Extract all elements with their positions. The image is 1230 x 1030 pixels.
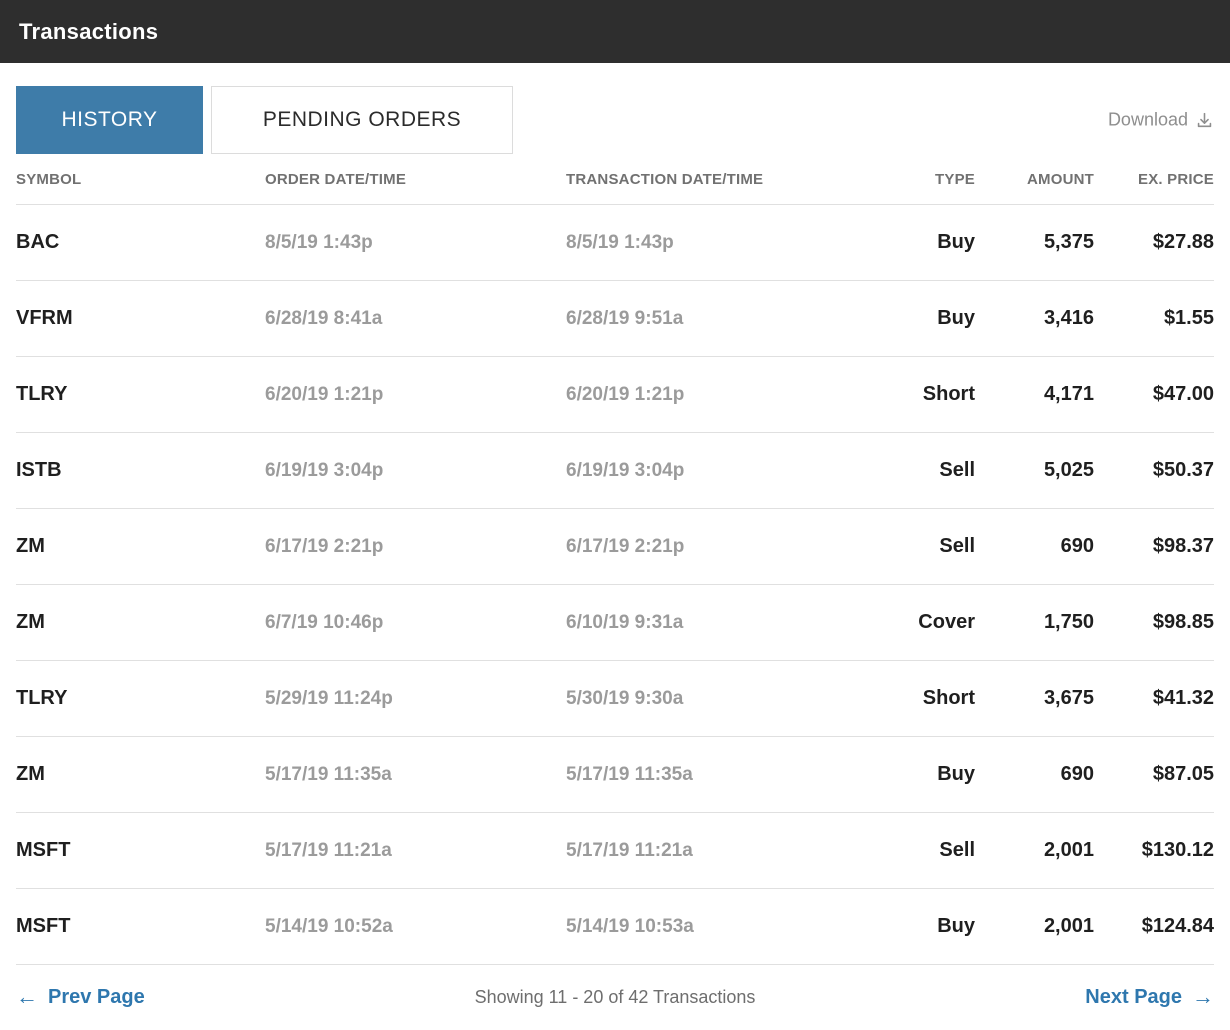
table-row[interactable]: ZM 6/7/19 10:46p 6/10/19 9:31a Cover 1,7… [16,585,1214,661]
order-date-cell: 6/28/19 8:41a [265,307,383,329]
order-date-cell: 6/17/19 2:21p [265,535,384,557]
table-header-row: SYMBOL ORDER DATE/TIME TRANSACTION DATE/… [16,154,1214,205]
symbol-cell: TLRY [16,383,68,405]
column-header-amount: AMOUNT [1026,170,1094,188]
type-cell: Sell [939,459,975,481]
prev-page-label: Prev Page [48,985,145,1008]
symbol-cell: MSFT [16,915,71,937]
order-date-cell: 5/14/19 10:52a [265,915,393,937]
price-cell: $50.37 [1152,459,1214,481]
amount-cell: 5,375 [1043,231,1094,253]
app-header-bar: Transactions [0,0,1230,63]
type-cell: Cover [918,611,975,633]
tabs-row: HISTORY PENDING ORDERS Download [16,86,1214,154]
symbol-cell: MSFT [16,839,71,861]
transaction-date-cell: 6/10/19 9:31a [566,611,684,633]
transaction-date-cell: 5/17/19 11:21a [566,839,693,861]
table-row[interactable]: TLRY 5/29/19 11:24p 5/30/19 9:30a Short … [16,661,1214,737]
transaction-date-cell: 8/5/19 1:43p [566,231,674,253]
column-header-ex-price: EX. PRICE [1138,170,1214,188]
type-cell: Buy [937,915,975,937]
column-header-order-date: ORDER DATE/TIME [265,170,407,188]
table-row[interactable]: ISTB 6/19/19 3:04p 6/19/19 3:04p Sell 5,… [16,433,1214,509]
price-cell: $47.00 [1152,383,1214,405]
transactions-table: SYMBOL ORDER DATE/TIME TRANSACTION DATE/… [16,154,1214,965]
amount-cell: 4,171 [1043,383,1094,405]
column-header-transaction-date: TRANSACTION DATE/TIME [566,170,764,188]
transaction-date-cell: 6/17/19 2:21p [566,535,685,557]
order-date-cell: 6/20/19 1:21p [265,383,384,405]
download-label: Download [1107,109,1188,130]
table-row[interactable]: BAC 8/5/19 1:43p 8/5/19 1:43p Buy 5,375 … [16,205,1214,281]
table-row[interactable]: TLRY 6/20/19 1:21p 6/20/19 1:21p Short 4… [16,357,1214,433]
price-cell: $124.84 [1141,915,1214,937]
transaction-date-cell: 6/20/19 1:21p [566,383,685,405]
column-header-type: TYPE [935,170,975,188]
tab-pending-orders[interactable]: PENDING ORDERS [211,86,513,154]
table-row[interactable]: ZM 6/17/19 2:21p 6/17/19 2:21p Sell 690 … [16,509,1214,585]
type-cell: Buy [937,231,975,253]
transaction-date-cell: 5/14/19 10:53a [566,915,694,937]
type-cell: Buy [937,763,975,785]
amount-cell: 690 [1060,763,1094,785]
download-button[interactable]: Download [1108,110,1214,131]
price-cell: $130.12 [1141,839,1214,861]
amount-cell: 2,001 [1043,915,1094,937]
amount-cell: 2,001 [1043,839,1094,861]
price-cell: $87.05 [1152,763,1214,785]
table-row[interactable]: ZM 5/17/19 11:35a 5/17/19 11:35a Buy 690… [16,737,1214,813]
amount-cell: 690 [1060,535,1094,557]
page-title: Transactions [19,18,159,44]
transaction-date-cell: 6/19/19 3:04p [566,459,685,481]
type-cell: Short [922,687,975,709]
symbol-cell: ISTB [16,459,62,481]
next-page-button[interactable]: Next Page → [1085,984,1214,1010]
order-date-cell: 6/7/19 10:46p [265,611,384,633]
type-cell: Short [922,383,975,405]
price-cell: $27.88 [1152,231,1214,253]
download-icon [1195,111,1214,130]
tab-history[interactable]: HISTORY [16,86,203,154]
amount-cell: 3,416 [1043,307,1094,329]
table-body: BAC 8/5/19 1:43p 8/5/19 1:43p Buy 5,375 … [16,205,1214,965]
next-page-label: Next Page [1085,985,1182,1008]
order-date-cell: 5/17/19 11:21a [265,839,392,861]
transaction-date-cell: 5/30/19 9:30a [566,687,684,709]
pagination-status: Showing 11 - 20 of 42 Transactions [474,986,756,1007]
table-row[interactable]: VFRM 6/28/19 8:41a 6/28/19 9:51a Buy 3,4… [16,281,1214,357]
symbol-cell: VFRM [16,307,73,329]
amount-cell: 1,750 [1043,611,1094,633]
order-date-cell: 8/5/19 1:43p [265,231,373,253]
type-cell: Buy [937,307,975,329]
column-header-symbol: SYMBOL [16,170,82,188]
arrow-right-icon: → [1192,984,1214,1009]
symbol-cell: TLRY [16,687,68,709]
order-date-cell: 6/19/19 3:04p [265,459,384,481]
type-cell: Sell [939,535,975,557]
prev-page-button[interactable]: ← Prev Page [16,984,145,1010]
symbol-cell: ZM [16,763,45,785]
amount-cell: 3,675 [1043,687,1094,709]
symbol-cell: ZM [16,611,45,633]
table-row[interactable]: MSFT 5/17/19 11:21a 5/17/19 11:21a Sell … [16,813,1214,889]
transaction-date-cell: 5/17/19 11:35a [566,763,693,785]
symbol-cell: BAC [16,231,60,253]
pagination-bar: ← Prev Page Showing 11 - 20 of 42 Transa… [16,965,1214,1029]
table-row[interactable]: MSFT 5/14/19 10:52a 5/14/19 10:53a Buy 2… [16,889,1214,965]
symbol-cell: ZM [16,535,45,557]
order-date-cell: 5/29/19 11:24p [265,687,393,709]
amount-cell: 5,025 [1043,459,1094,481]
price-cell: $1.55 [1163,307,1214,329]
price-cell: $41.32 [1152,687,1214,709]
transaction-date-cell: 6/28/19 9:51a [566,307,684,329]
price-cell: $98.37 [1152,535,1214,557]
arrow-left-icon: ← [16,984,38,1009]
order-date-cell: 5/17/19 11:35a [265,763,392,785]
price-cell: $98.85 [1152,611,1214,633]
type-cell: Sell [939,839,975,861]
